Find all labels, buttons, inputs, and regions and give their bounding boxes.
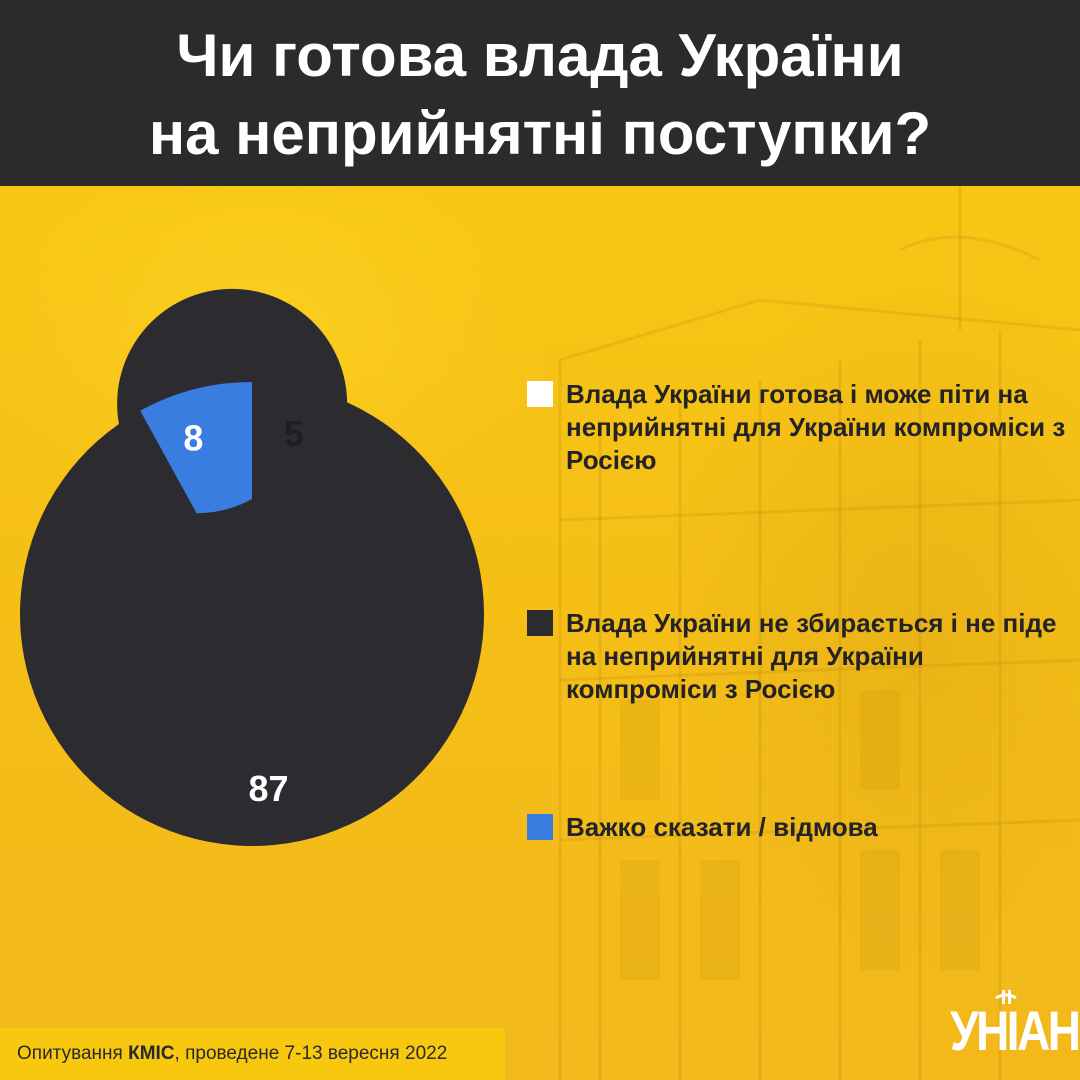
legend-swatch-dark <box>527 610 553 636</box>
source-suffix: , проведене 7-13 вересня 2022 <box>174 1043 448 1064</box>
footer-source: Опитування КМІС, проведене 7-13 вересня … <box>0 1028 505 1080</box>
legend-label-ready: Влада України готова і може піти на непр… <box>566 379 1066 475</box>
title-line-2: на неприйнятні поступки? <box>148 100 932 167</box>
legend-item-not-ready: Влада України не збирається і не піде на… <box>527 607 1072 706</box>
source-text: Опитування КМІС, проведене 7-13 вересня … <box>17 1043 447 1065</box>
legend-item-hard-to-say: Важко сказати / відмова <box>527 811 1072 844</box>
data-label-hard-to-say: 8 <box>183 417 203 458</box>
legend-swatch-white <box>527 381 553 407</box>
data-label-ready: 5 <box>284 413 304 454</box>
legend-item-ready: Влада України готова і може піти на непр… <box>527 378 1072 477</box>
page-title: Чи готова влада України на неприйнятні п… <box>149 13 931 173</box>
source-prefix: Опитування <box>17 1043 129 1064</box>
source-org: КМІС <box>128 1043 175 1064</box>
legend-label-not-ready: Влада України не збирається і не піде на… <box>566 608 1057 704</box>
header-banner: Чи готова влада України на неприйнятні п… <box>0 0 1080 186</box>
donut-slice-hard-to-say <box>140 382 252 514</box>
data-label-not-ready: 87 <box>248 768 288 809</box>
logo-text: УНІАН <box>950 999 1080 1062</box>
title-line-1: Чи готова влада України <box>176 22 904 89</box>
logo-mark-icon <box>995 990 1017 1004</box>
legend-swatch-blue <box>527 814 553 840</box>
donut-slice-not-ready <box>19 288 484 847</box>
legend-label-hard-to-say: Важко сказати / відмова <box>566 812 878 842</box>
unian-logo: УНІАН <box>950 990 1080 1062</box>
